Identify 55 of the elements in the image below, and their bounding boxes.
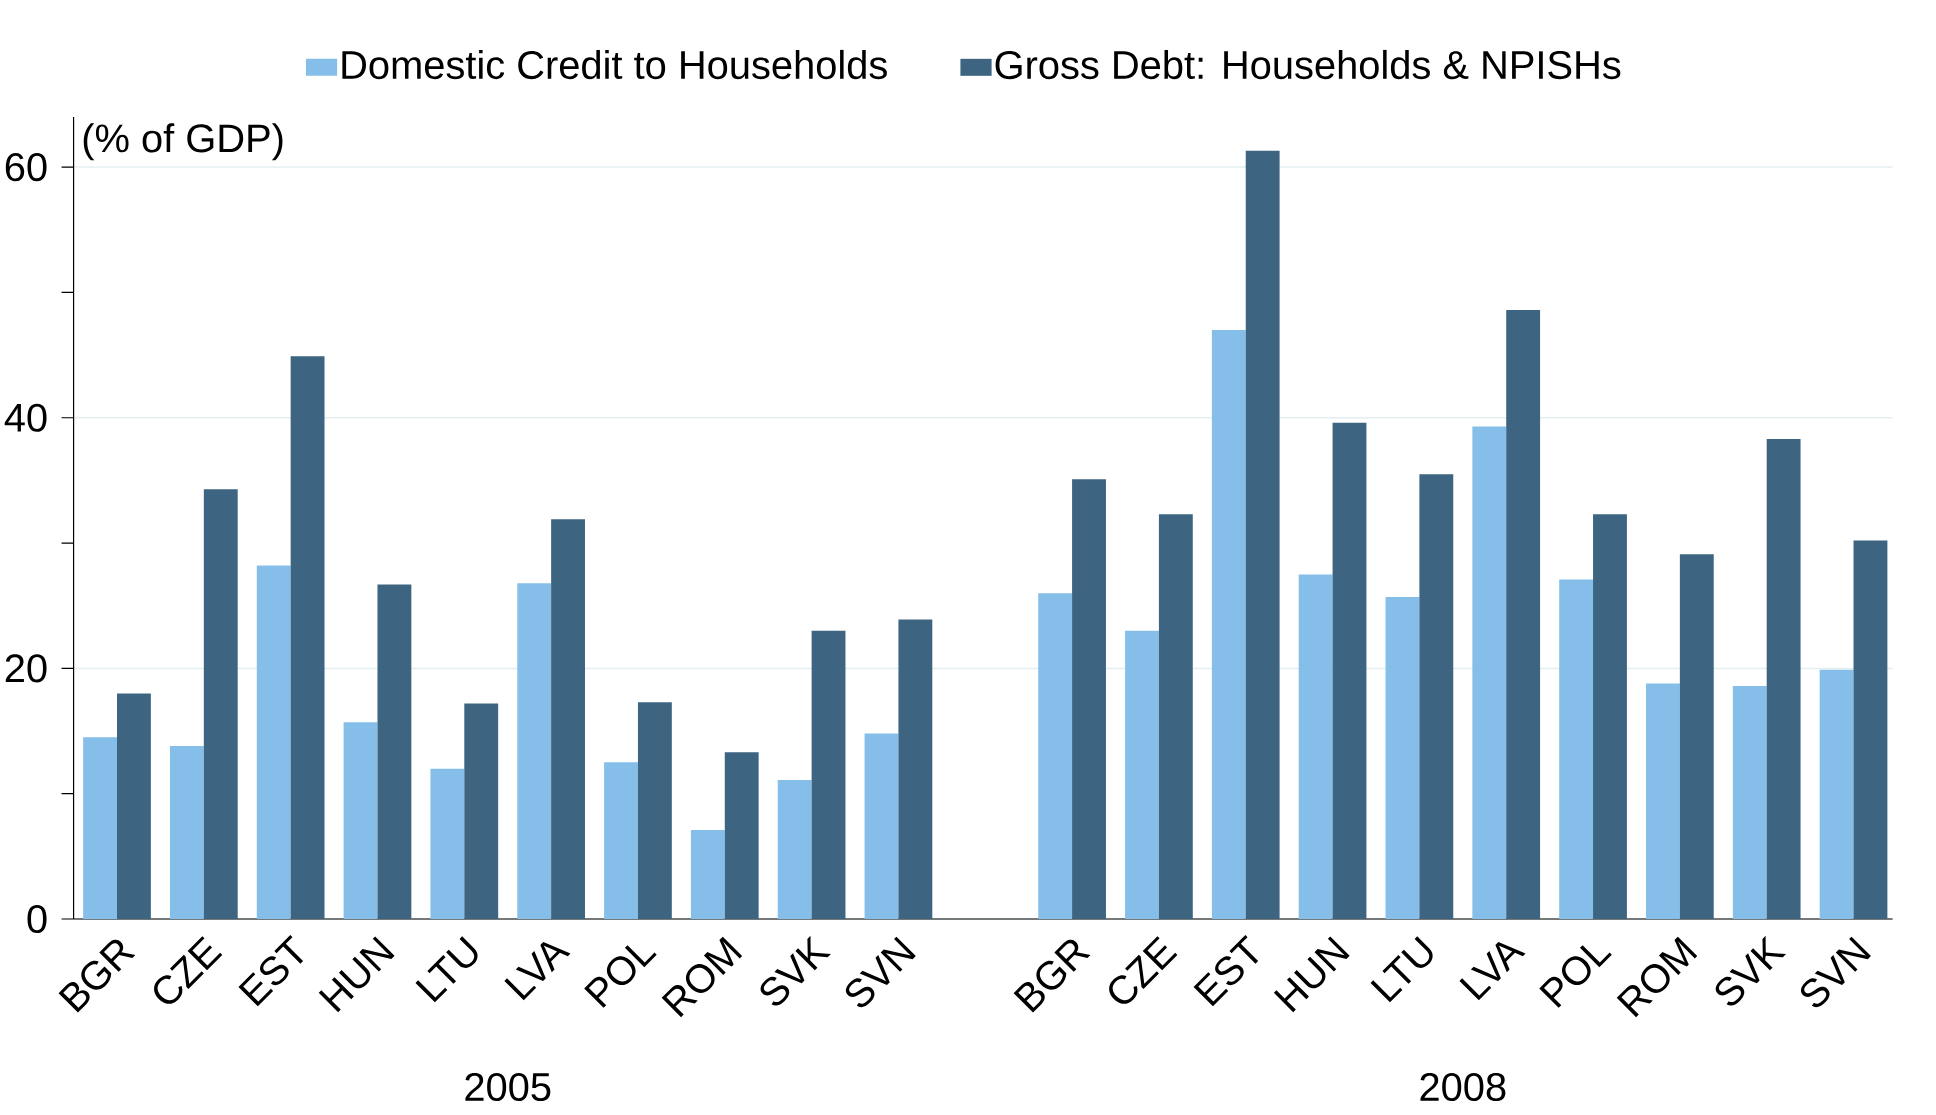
bar xyxy=(1732,685,1767,919)
bar xyxy=(290,356,325,919)
bar xyxy=(517,583,552,919)
x-tick-label: LVA xyxy=(1459,941,1526,1001)
text: 2005 xyxy=(465,1072,551,1102)
bar xyxy=(83,737,117,919)
bar xyxy=(724,752,759,919)
bar xyxy=(464,703,499,919)
bar xyxy=(1158,514,1193,919)
bar xyxy=(256,565,291,919)
legend-label: Gross Debt: Households & NPISHs xyxy=(995,49,1621,80)
text: 2008 xyxy=(1420,1072,1506,1102)
y-tick-label: 0 xyxy=(27,904,47,934)
bar xyxy=(1766,439,1801,919)
bar xyxy=(1298,574,1333,919)
bar xyxy=(637,702,672,919)
bar xyxy=(1559,579,1594,919)
bar xyxy=(377,584,412,919)
bar xyxy=(1646,683,1680,919)
bar xyxy=(1679,554,1714,919)
y-tick-label: 40 xyxy=(4,403,47,432)
bar xyxy=(777,779,812,919)
legend-label: Domestic Credit to Households xyxy=(342,49,887,80)
bar xyxy=(169,746,204,919)
bar xyxy=(1072,479,1106,919)
x-tick-label: LTU xyxy=(1370,936,1433,1003)
bar xyxy=(811,630,846,919)
x-tick-label: POL xyxy=(584,945,657,1008)
bar xyxy=(343,722,378,919)
bar xyxy=(1419,474,1454,919)
bar xyxy=(430,768,465,919)
x-tick-label: LTU xyxy=(415,936,478,1003)
bar xyxy=(604,762,638,919)
bar xyxy=(1853,540,1888,919)
bar xyxy=(1211,330,1246,919)
bar xyxy=(1245,150,1280,919)
bar xyxy=(1819,669,1854,919)
y-tick-label: 20 xyxy=(5,654,47,683)
bar xyxy=(1385,596,1420,919)
x-tick-label: POL xyxy=(1539,945,1612,1008)
bar xyxy=(1593,514,1627,919)
bar xyxy=(1038,593,1073,919)
bar xyxy=(1506,309,1541,919)
bar xyxy=(1472,426,1507,919)
bar xyxy=(203,489,238,919)
y-tick-label: 60 xyxy=(5,153,47,182)
bar xyxy=(898,619,933,919)
bar xyxy=(690,830,725,919)
bar xyxy=(117,693,151,919)
x-tick-label: LVA xyxy=(504,941,571,1001)
y-axis-title: (% of GDP) xyxy=(83,123,283,161)
bar xyxy=(864,733,899,919)
bar xyxy=(551,519,585,919)
bar xyxy=(1125,630,1159,919)
bar xyxy=(1332,422,1367,919)
